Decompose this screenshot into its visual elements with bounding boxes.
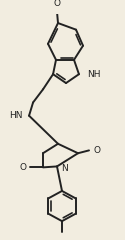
Text: N: N bbox=[61, 164, 68, 173]
Text: HN: HN bbox=[10, 111, 23, 120]
Text: O: O bbox=[93, 146, 100, 155]
Text: O: O bbox=[54, 0, 60, 8]
Text: NH: NH bbox=[87, 70, 101, 79]
Text: O: O bbox=[19, 163, 26, 172]
